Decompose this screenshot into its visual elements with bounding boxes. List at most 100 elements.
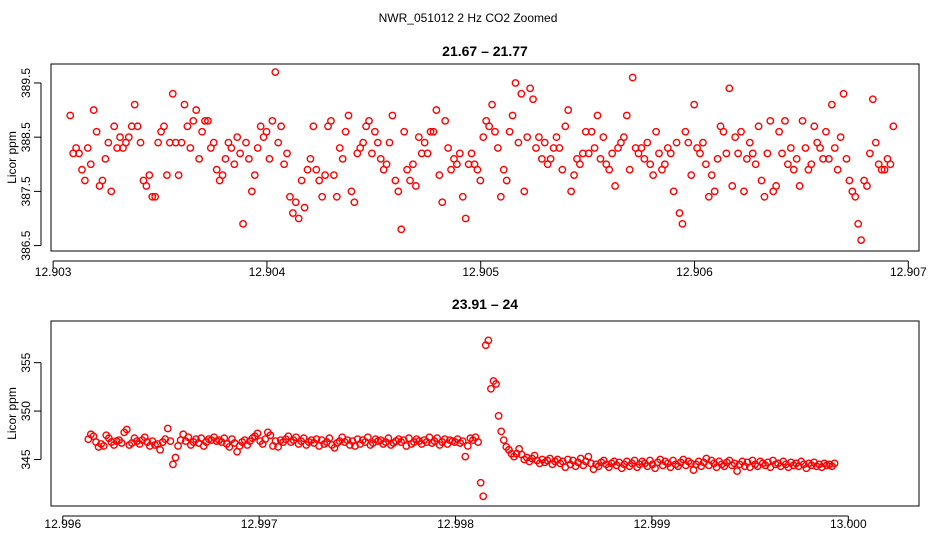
data-point [299, 434, 308, 443]
data-point [212, 165, 221, 174]
data-point [280, 160, 288, 169]
data-point [133, 122, 142, 131]
y-tick-label: 387.5 [19, 176, 33, 206]
data-point [807, 160, 816, 169]
data-point [643, 138, 652, 147]
data-point [593, 111, 602, 120]
data-point [80, 176, 89, 185]
data-point [265, 154, 274, 163]
data-point [825, 154, 833, 163]
data-points [84, 336, 839, 501]
data-point [92, 127, 101, 136]
data-point [871, 138, 880, 147]
data-point [786, 144, 795, 152]
data-point [567, 187, 576, 196]
data-point [429, 127, 438, 136]
data-point [474, 438, 482, 446]
data-point [99, 442, 108, 450]
data-point [827, 100, 836, 109]
data-point [447, 165, 455, 174]
data-point [363, 433, 372, 442]
data-point [497, 427, 506, 436]
data-point [233, 133, 242, 142]
data-point [438, 198, 447, 207]
data-point [792, 154, 801, 163]
data-point [292, 433, 300, 442]
data-point [596, 154, 605, 163]
y-tick-label: 350 [19, 401, 33, 421]
data-point [171, 453, 180, 462]
data-point [789, 165, 798, 174]
data-point [745, 138, 754, 147]
data-point [461, 214, 470, 223]
data-point [810, 122, 819, 131]
data-point [842, 154, 851, 163]
data-point [373, 138, 382, 147]
data-point [783, 160, 792, 169]
x-tick-label: 12.903 [35, 265, 72, 279]
data-point [652, 127, 660, 136]
data-point [261, 435, 270, 444]
data-point [325, 434, 334, 443]
data-point [156, 445, 165, 454]
data-point [286, 192, 294, 201]
data-point [666, 149, 675, 158]
panel-top: 21.67 – 21.77 Licor ppm 12.903 12.904 12.905… [5, 43, 927, 279]
data-point [183, 122, 192, 131]
data-point [268, 117, 277, 125]
data-point [414, 133, 423, 142]
data-point [760, 192, 769, 201]
data-point [710, 187, 719, 196]
data-point [242, 138, 250, 147]
data-point [532, 144, 540, 152]
data-point [110, 122, 119, 131]
data-point [619, 133, 628, 142]
data-point [145, 171, 154, 180]
data-point [696, 149, 704, 158]
data-point [300, 203, 309, 212]
data-point [163, 424, 172, 433]
data-point [502, 176, 511, 185]
data-point [772, 182, 781, 190]
x-tick-label: 12.907 [890, 265, 927, 279]
data-point [655, 149, 663, 158]
data-point [83, 144, 92, 152]
panel-bottom: 23.91 – 24 Licor ppm 12.996 12.997 12.998 12.… [5, 296, 920, 531]
data-point [382, 160, 391, 169]
data-point [487, 384, 495, 393]
data-point [463, 442, 472, 450]
data-point [394, 187, 403, 196]
data-point [297, 176, 306, 185]
x-tick-label: 13.000 [830, 517, 867, 531]
data-point [266, 431, 275, 440]
data-point [473, 165, 482, 174]
x-tick-label: 12.904 [249, 265, 286, 279]
data-point [294, 214, 303, 223]
data-point [359, 138, 368, 147]
data-point [186, 144, 195, 152]
data-point [166, 437, 175, 445]
data-point [247, 187, 256, 196]
data-point [479, 492, 488, 501]
data-point [192, 106, 201, 114]
data-point [444, 144, 453, 152]
data-point [649, 171, 658, 180]
data-point [218, 171, 227, 180]
data-point [476, 478, 485, 487]
data-point [672, 138, 681, 147]
data-point [262, 127, 271, 136]
panel-title: 21.67 – 21.77 [442, 43, 528, 59]
data-point [526, 84, 535, 93]
data-point [499, 165, 508, 174]
data-point [409, 160, 417, 169]
data-point [625, 165, 634, 174]
data-point [116, 133, 124, 142]
data-point [484, 336, 493, 345]
data-point [160, 122, 168, 131]
data-point [230, 160, 239, 169]
data-point [344, 111, 353, 120]
data-point [839, 89, 848, 98]
data-point [630, 456, 639, 465]
data-point [675, 209, 684, 217]
data-point [880, 165, 889, 174]
